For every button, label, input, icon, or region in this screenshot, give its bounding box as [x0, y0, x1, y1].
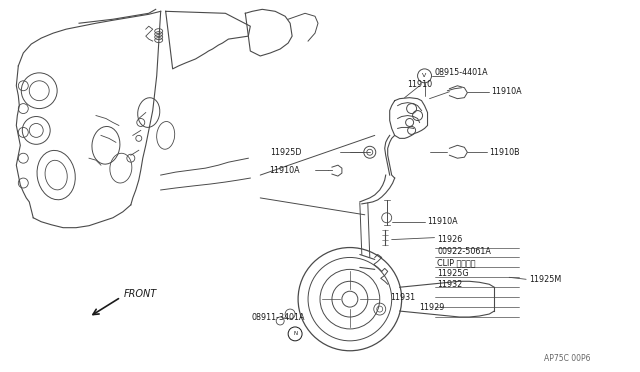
Text: N: N [293, 331, 297, 336]
Text: AP75C 00P6: AP75C 00P6 [544, 354, 591, 363]
Text: 11925M: 11925M [529, 275, 561, 284]
Text: 08915-4401A: 08915-4401A [435, 68, 488, 77]
Text: 11925D: 11925D [271, 148, 302, 157]
Text: 11910A: 11910A [428, 217, 458, 226]
Text: 11910: 11910 [408, 80, 433, 89]
Text: 08911-3401A: 08911-3401A [252, 312, 305, 321]
Text: V: V [422, 73, 427, 78]
Text: 11932: 11932 [438, 280, 463, 289]
Text: FRONT: FRONT [124, 289, 157, 299]
Text: 00922-5061A: 00922-5061A [438, 247, 492, 256]
Text: 11931: 11931 [390, 293, 415, 302]
Text: 11926: 11926 [438, 235, 463, 244]
Text: CLIP クリップ: CLIP クリップ [438, 258, 476, 267]
Text: 11910A: 11910A [269, 166, 300, 174]
Text: 11929: 11929 [420, 302, 445, 312]
Text: 11910B: 11910B [489, 148, 520, 157]
Text: 11910A: 11910A [492, 87, 522, 96]
Text: 11925G: 11925G [438, 269, 469, 278]
